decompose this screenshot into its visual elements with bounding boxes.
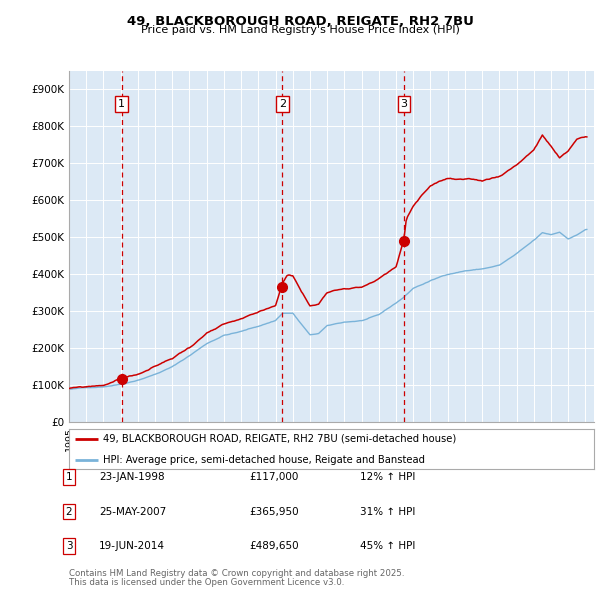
Text: 1: 1 bbox=[65, 472, 73, 481]
Text: 49, BLACKBOROUGH ROAD, REIGATE, RH2 7BU: 49, BLACKBOROUGH ROAD, REIGATE, RH2 7BU bbox=[127, 15, 473, 28]
Text: £117,000: £117,000 bbox=[249, 472, 298, 481]
Text: 49, BLACKBOROUGH ROAD, REIGATE, RH2 7BU (semi-detached house): 49, BLACKBOROUGH ROAD, REIGATE, RH2 7BU … bbox=[103, 434, 457, 444]
Text: HPI: Average price, semi-detached house, Reigate and Banstead: HPI: Average price, semi-detached house,… bbox=[103, 455, 425, 466]
Text: 3: 3 bbox=[400, 99, 407, 109]
Text: 19-JUN-2014: 19-JUN-2014 bbox=[99, 542, 165, 551]
Text: 12% ↑ HPI: 12% ↑ HPI bbox=[360, 472, 415, 481]
Text: 2: 2 bbox=[279, 99, 286, 109]
Text: Price paid vs. HM Land Registry's House Price Index (HPI): Price paid vs. HM Land Registry's House … bbox=[140, 25, 460, 35]
Text: This data is licensed under the Open Government Licence v3.0.: This data is licensed under the Open Gov… bbox=[69, 578, 344, 588]
Text: 25-MAY-2007: 25-MAY-2007 bbox=[99, 507, 166, 516]
Text: 2: 2 bbox=[65, 507, 73, 516]
Text: £365,950: £365,950 bbox=[249, 507, 299, 516]
Text: 3: 3 bbox=[65, 542, 73, 551]
Text: 1: 1 bbox=[118, 99, 125, 109]
Text: 31% ↑ HPI: 31% ↑ HPI bbox=[360, 507, 415, 516]
Text: Contains HM Land Registry data © Crown copyright and database right 2025.: Contains HM Land Registry data © Crown c… bbox=[69, 569, 404, 578]
Text: 45% ↑ HPI: 45% ↑ HPI bbox=[360, 542, 415, 551]
Text: £489,650: £489,650 bbox=[249, 542, 299, 551]
Text: 23-JAN-1998: 23-JAN-1998 bbox=[99, 472, 164, 481]
